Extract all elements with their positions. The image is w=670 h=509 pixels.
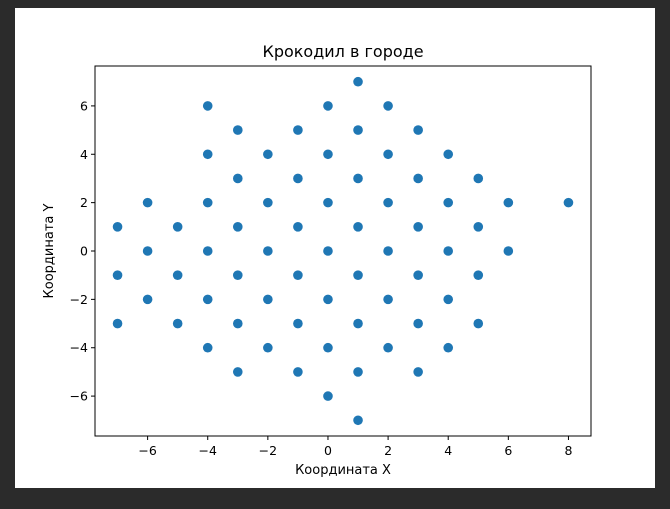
points-layer — [112, 76, 574, 426]
chart-title: Крокодил в городе — [262, 42, 423, 61]
data-point — [383, 342, 393, 353]
data-point — [323, 342, 333, 353]
data-point — [353, 76, 363, 87]
data-point — [443, 149, 454, 160]
data-point — [473, 270, 484, 280]
x-tick-label: 4 — [444, 443, 452, 458]
data-point — [202, 101, 213, 111]
data-point — [353, 318, 363, 329]
scatter-chart: Крокодил в городе −6 −4 −2 0 2 4 6 8−6−4−20246 … — [42, 42, 592, 478]
data-point — [503, 246, 514, 256]
data-point — [383, 149, 393, 160]
figure: Крокодил в городе −6 −4 −2 0 2 4 6 8 −6 −4 −2 0 2 4 6 … — [15, 8, 655, 488]
data-point — [232, 318, 243, 329]
data-point — [323, 246, 333, 256]
y-axis-label: Координата Y — [42, 203, 57, 298]
data-point — [353, 270, 363, 280]
data-point — [443, 246, 454, 256]
data-point — [473, 222, 484, 232]
data-point — [323, 101, 333, 111]
y-tick-label: 0 — [80, 244, 88, 259]
data-point — [353, 125, 363, 135]
data-point — [323, 294, 333, 305]
y-tick-label: 4 — [80, 147, 88, 162]
data-point — [202, 294, 213, 305]
data-point — [172, 222, 183, 232]
data-point — [323, 391, 333, 401]
y-tick-label: −4 — [70, 340, 88, 355]
y-tick-label: 6 — [80, 98, 88, 113]
data-point — [413, 318, 423, 329]
data-point — [413, 222, 423, 232]
data-point — [443, 294, 454, 305]
x-tick-label: 8 — [564, 443, 572, 458]
data-point — [443, 197, 454, 208]
data-point — [443, 342, 454, 353]
data-point — [142, 246, 153, 256]
data-point — [263, 197, 273, 208]
data-point — [112, 270, 123, 280]
data-point — [202, 246, 213, 256]
data-point — [563, 197, 574, 208]
data-point — [112, 222, 123, 232]
data-point — [263, 149, 273, 160]
data-point — [503, 197, 514, 208]
data-point — [202, 342, 213, 353]
data-point — [383, 294, 393, 305]
y-tick-label: 2 — [80, 195, 88, 210]
data-point — [293, 270, 303, 280]
data-point — [413, 270, 423, 280]
data-point — [202, 197, 213, 208]
data-point — [353, 415, 363, 426]
x-tick-label: 6 — [504, 443, 512, 458]
data-point — [413, 367, 423, 377]
data-point — [353, 367, 363, 377]
data-point — [232, 270, 243, 280]
data-point — [263, 342, 273, 353]
data-point — [383, 197, 393, 208]
data-point — [383, 246, 393, 256]
data-point — [473, 318, 484, 329]
data-point — [112, 318, 123, 329]
x-axis-label: Координата X — [295, 463, 391, 478]
data-point — [232, 222, 243, 232]
data-point — [293, 222, 303, 232]
data-point — [293, 318, 303, 329]
x-tick-label: −2 — [259, 443, 277, 458]
data-point — [413, 125, 423, 135]
data-point — [172, 270, 183, 280]
y-tick-label: −2 — [70, 292, 88, 307]
data-point — [263, 294, 273, 305]
data-point — [293, 125, 303, 135]
data-point — [142, 294, 153, 305]
data-point — [323, 197, 333, 208]
x-tick-label: −4 — [199, 443, 217, 458]
data-point — [142, 197, 153, 208]
data-point — [232, 367, 243, 377]
x-tick-label: 0 — [324, 443, 332, 458]
x-tick-label: 2 — [384, 443, 392, 458]
data-point — [293, 173, 303, 184]
data-point — [293, 367, 303, 377]
data-point — [232, 125, 243, 135]
data-point — [232, 173, 243, 184]
data-point — [473, 173, 484, 184]
data-point — [202, 149, 213, 160]
data-point — [413, 173, 423, 184]
axes-frame — [94, 65, 592, 437]
data-point — [263, 246, 273, 256]
y-tick-label: −6 — [70, 389, 88, 404]
data-point — [353, 173, 363, 184]
data-point — [323, 149, 333, 160]
data-point — [383, 101, 393, 111]
x-tick-label: −6 — [138, 443, 156, 458]
ticks-layer: −6 −4 −2 0 2 4 6 8 −6 −4 −2 0 2 4 6 — [70, 98, 573, 458]
data-point — [172, 318, 183, 329]
data-point — [353, 222, 363, 232]
